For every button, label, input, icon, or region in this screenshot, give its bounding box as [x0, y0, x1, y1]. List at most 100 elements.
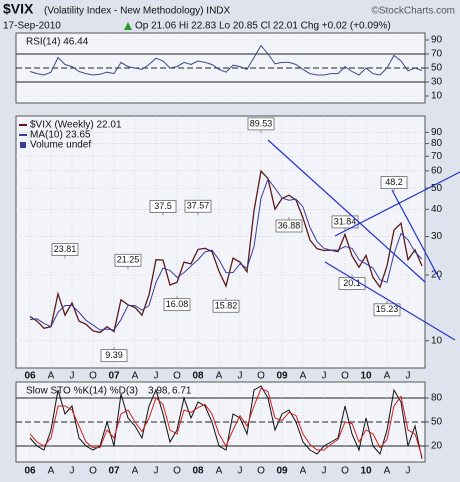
x-tick-label: 10 — [360, 371, 372, 382]
trendline — [334, 171, 460, 237]
annotation-label: 16.08 — [166, 299, 189, 309]
y-tick-label: 20 — [431, 441, 443, 452]
annotation-label: 21.25 — [117, 255, 140, 265]
trendline — [391, 189, 441, 281]
annotation-box — [247, 117, 275, 131]
y-tick-label: 80 — [431, 393, 443, 404]
x-tick-label: A — [132, 371, 139, 382]
x-tick-label: A — [48, 466, 55, 477]
x-tick-label: 10 — [360, 466, 372, 477]
series-line — [29, 385, 423, 459]
y-tick-label: 10 — [431, 335, 443, 346]
x-tick-label: J — [322, 371, 327, 382]
annotation-box — [380, 176, 408, 189]
annotation-label: 15.82 — [215, 301, 238, 311]
x-tick-label: O — [89, 371, 97, 382]
x-tick-label: J — [406, 371, 411, 382]
x-tick-label: 09 — [276, 466, 288, 477]
x-tick-label: J — [70, 466, 75, 477]
x-tick-label: A — [48, 371, 55, 382]
annotation-box — [275, 219, 303, 233]
x-tick-label: 06 — [24, 466, 36, 477]
annotation-label: 89.53 — [250, 118, 273, 128]
annotation-label: 37.5 — [154, 201, 172, 211]
annotation-box — [212, 299, 240, 313]
series-line — [29, 387, 423, 457]
y-tick-label: 50 — [431, 417, 443, 428]
annotation-label: 48.2 — [385, 177, 403, 187]
x-tick-label: A — [300, 466, 307, 477]
annotation-label: 37.57 — [187, 201, 210, 211]
x-tick-label: O — [257, 466, 265, 477]
legend-entry: 3.98, — [148, 386, 170, 397]
x-tick-label: J — [154, 371, 159, 382]
annotation-label: 23.81 — [54, 244, 77, 254]
quote: Op 21.06 Hi 22.83 Lo 20.85 Cl 22.01 Chg … — [135, 21, 391, 32]
x-tick-label: 06 — [24, 371, 36, 382]
series-line — [29, 178, 423, 331]
x-tick-label: O — [173, 371, 181, 382]
date: 17-Sep-2010 — [3, 21, 61, 32]
y-tick-label: 50 — [431, 183, 443, 194]
legend-entry: MA(10) 23.65 — [30, 130, 91, 141]
symbol: $VIX — [3, 1, 34, 17]
panel-title: RSI(14) 46.44 — [26, 37, 89, 48]
x-tick-label: 08 — [192, 466, 204, 477]
series-line — [29, 169, 423, 334]
annotation-box — [373, 303, 401, 317]
y-tick-label: 90 — [431, 127, 443, 138]
y-tick-label: 90 — [431, 35, 443, 46]
x-tick-label: J — [70, 371, 75, 382]
y-tick-label: 60 — [431, 165, 443, 176]
x-tick-label: O — [89, 466, 97, 477]
annotation-box — [184, 199, 212, 213]
x-tick-label: J — [154, 466, 159, 477]
legend-swatch — [20, 142, 26, 148]
x-tick-label: A — [216, 466, 223, 477]
series-line — [29, 44, 423, 76]
x-tick-label: 09 — [276, 371, 288, 382]
y-tick-label: 70 — [431, 49, 443, 60]
price-panel — [15, 115, 426, 369]
x-tick-label: J — [322, 466, 327, 477]
x-tick-label: O — [257, 371, 265, 382]
annotation-label: 36.88 — [278, 220, 301, 230]
y-tick-label: 10 — [431, 91, 443, 102]
y-tick-label: 50 — [431, 63, 443, 74]
y-tick-label: 70 — [431, 151, 443, 162]
legend-entry: 6.71 — [172, 386, 192, 397]
y-tick-label: 40 — [431, 204, 443, 215]
x-tick-label: 08 — [192, 371, 204, 382]
up-arrow — [124, 22, 132, 30]
x-tick-label: 07 — [108, 371, 120, 382]
annotation-label: 31.84 — [334, 216, 357, 226]
x-tick-label: 07 — [108, 466, 120, 477]
x-tick-label: J — [238, 371, 243, 382]
x-tick-label: A — [216, 371, 223, 382]
x-tick-label: A — [384, 466, 391, 477]
annotation-label: 20.1 — [343, 278, 361, 288]
panel-title: Slow STO %K(14) %D(3) — [26, 386, 138, 397]
legend-entry: Volume undef — [30, 140, 91, 151]
annotation-box — [114, 253, 142, 267]
y-tick-label: 30 — [431, 77, 443, 88]
annotation-label: 15.23 — [376, 304, 399, 314]
x-tick-label: A — [132, 466, 139, 477]
x-tick-label: J — [406, 466, 411, 477]
y-tick-label: 30 — [431, 231, 443, 242]
trendline — [324, 261, 456, 341]
annotation-box — [163, 298, 191, 312]
x-tick-label: O — [173, 466, 181, 477]
x-tick-label: A — [384, 371, 391, 382]
trendline — [267, 139, 426, 283]
description: (Volatility Index - New Methodology) IND… — [44, 6, 231, 17]
annotation-box — [100, 349, 128, 363]
y-tick-label: 80 — [431, 138, 443, 149]
annotation-box — [149, 200, 177, 213]
legend-entry: $VIX (Weekly) 22.01 — [30, 120, 122, 131]
source: ©StockCharts.com — [371, 6, 455, 17]
x-tick-label: A — [300, 371, 307, 382]
annotation-label: 9.39 — [105, 350, 123, 360]
